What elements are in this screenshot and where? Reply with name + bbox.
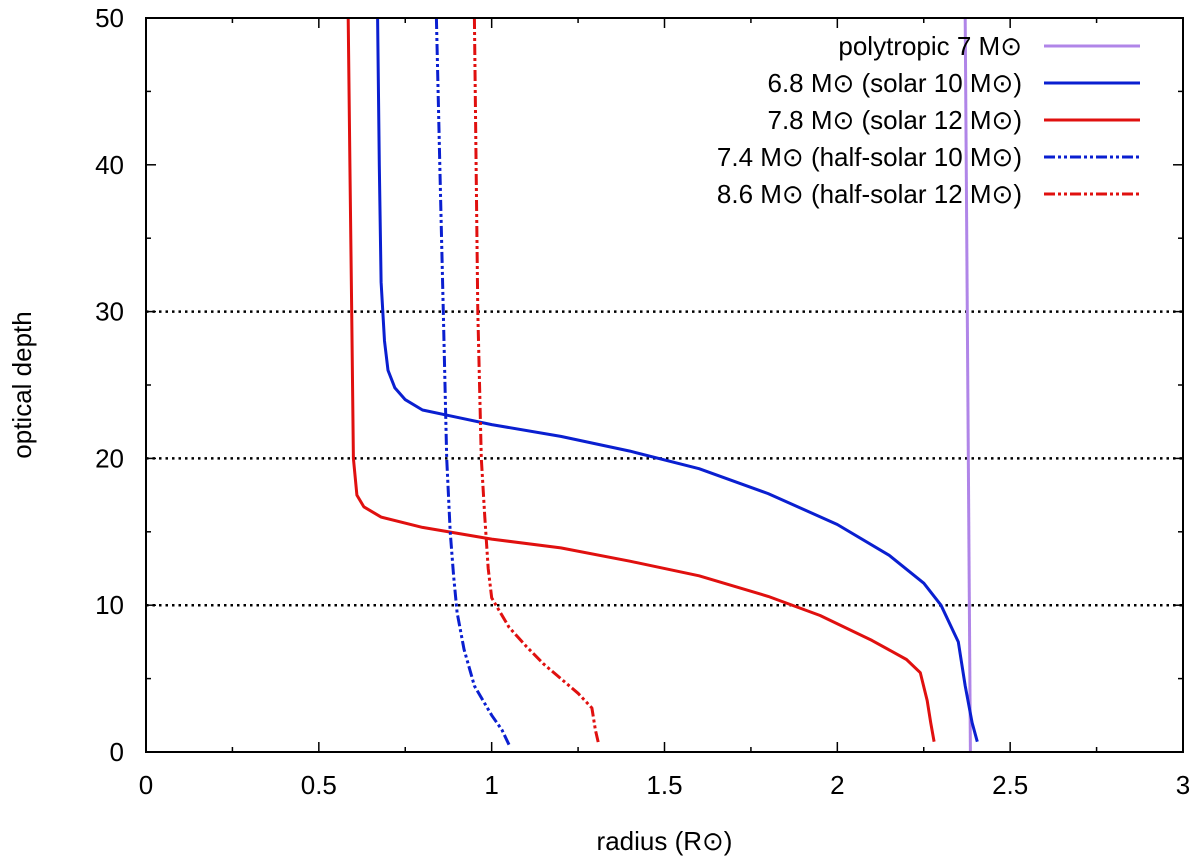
y-tick-label: 10 bbox=[95, 590, 124, 620]
series-line-2 bbox=[376, 17, 979, 743]
y-axis-title: optical depth bbox=[7, 311, 37, 458]
series-line-5 bbox=[472, 17, 601, 746]
x-tick-label: 2 bbox=[830, 770, 844, 800]
x-tick-label: 0 bbox=[139, 770, 153, 800]
x-tick-label: 2.5 bbox=[992, 770, 1028, 800]
x-tick-label: 1 bbox=[484, 770, 498, 800]
series-line-4 bbox=[434, 17, 511, 746]
y-tick-label: 30 bbox=[95, 297, 124, 327]
legend-label-4: 7.4 M⊙ (half-solar 10 M⊙) bbox=[717, 142, 1022, 172]
y-tick-label: 20 bbox=[95, 443, 124, 473]
y-tick-label: 40 bbox=[95, 150, 124, 180]
plot-frame bbox=[145, 17, 1184, 753]
legend-label-1: polytropic 7 M⊙ bbox=[838, 31, 1022, 61]
y-tick-label: 0 bbox=[110, 737, 124, 767]
x-tick-label: 1.5 bbox=[646, 770, 682, 800]
legend: polytropic 7 M⊙ 6.8 M⊙ (solar 10 M⊙) 7.8 M… bbox=[717, 31, 1140, 209]
legend-label-3: 7.8 M⊙ (solar 12 M⊙) bbox=[767, 105, 1022, 135]
series-line-1 bbox=[963, 17, 972, 753]
series-line-3 bbox=[346, 17, 936, 742]
x-tick-label: 3 bbox=[1176, 770, 1190, 800]
x-tick-label: 0.5 bbox=[301, 770, 337, 800]
y-tick-label: 50 bbox=[95, 3, 124, 33]
legend-label-5: 8.6 M⊙ (half-solar 12 M⊙) bbox=[717, 179, 1022, 209]
legend-label-2: 6.8 M⊙ (solar 10 M⊙) bbox=[767, 68, 1022, 98]
x-axis-title: radius (R⊙) bbox=[597, 826, 733, 856]
plot-series bbox=[346, 17, 979, 753]
